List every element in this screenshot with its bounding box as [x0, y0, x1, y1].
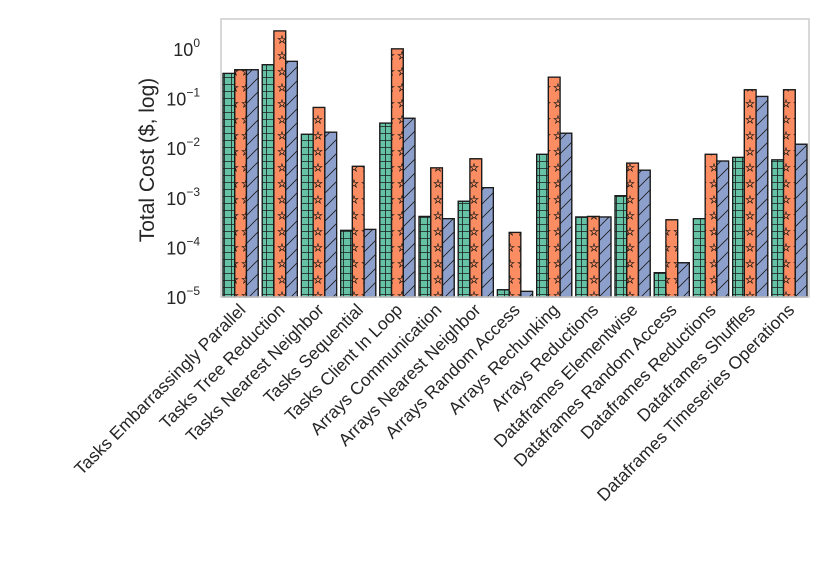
y-tick-exponent: −2: [186, 135, 200, 149]
bar-hatch-series-1-9: [575, 216, 589, 298]
bar-hatch-series-3-0: [245, 69, 259, 298]
bar-hatch-series-1-13: [731, 156, 745, 298]
x-tick-label: Tasks Embarrassingly Parallel: [70, 300, 249, 479]
bar-hatch-series-3-6: [481, 187, 495, 298]
bar-hatch-series-2-10: [626, 162, 640, 298]
bar-hatch-series-2-0: [234, 69, 248, 298]
bar-hatch-series-1-2: [300, 133, 314, 298]
bar-hatch-series-1-5: [418, 215, 432, 298]
y-tick-exponent: −3: [186, 185, 200, 199]
bars-layer: [222, 30, 808, 298]
bar-hatch-series-3-9: [598, 216, 612, 298]
y-tick-base: 10: [166, 238, 186, 258]
bar-hatch-series-3-1: [285, 60, 299, 298]
y-axis-label: Total Cost ($, log): [136, 78, 159, 243]
bar-hatch-series-1-4: [379, 122, 393, 298]
bar-hatch-series-2-5: [430, 167, 444, 298]
bar-hatch-series-1-12: [692, 218, 706, 298]
y-tick-exponent: −4: [186, 234, 200, 248]
bar-hatch-series-3-4: [402, 117, 416, 298]
y-tick-exponent: −1: [186, 86, 200, 100]
y-tick-label: 10−4: [166, 234, 200, 258]
bar-hatch-series-2-14: [782, 89, 796, 298]
bar-hatch-series-3-11: [677, 262, 690, 298]
bar-hatch-series-2-9: [586, 215, 600, 298]
bar-hatch-series-2-12: [704, 153, 718, 298]
y-tick-exponent: −5: [186, 284, 200, 298]
bar-hatch-series-1-10: [614, 195, 628, 298]
y-tick-base: 10: [166, 90, 186, 110]
bar-hatch-series-1-6: [457, 200, 471, 298]
bar-hatch-series-2-4: [390, 48, 404, 298]
y-tick-base: 10: [166, 288, 186, 308]
bar-hatch-series-2-13: [743, 89, 757, 298]
y-tick-label: 10−1: [166, 86, 200, 110]
bar-hatch-series-1-0: [222, 72, 236, 298]
bar-hatch-series-3-8: [559, 132, 573, 298]
bar-hatch-series-3-12: [716, 160, 730, 298]
bar-hatch-series-2-8: [547, 76, 561, 298]
y-tick-label: 10−3: [166, 185, 200, 209]
bar-hatch-series-2-11: [665, 219, 679, 298]
bar-hatch-series-3-5: [441, 218, 455, 298]
bar-hatch-series-1-1: [261, 64, 275, 298]
bar-hatch-series-3-13: [755, 95, 769, 298]
bar-hatch-series-1-7: [496, 289, 510, 298]
plot-frame: [220, 18, 810, 298]
bar-hatch-series-3-7: [520, 290, 534, 298]
bar-hatch-series-2-7: [508, 231, 522, 298]
y-tick-exponent: 0: [193, 36, 200, 50]
bar-hatch-series-3-14: [794, 143, 808, 298]
bar-hatch-series-1-8: [535, 153, 549, 298]
bar-hatch-series-2-3: [351, 165, 365, 298]
bar-hatch-series-2-6: [469, 158, 483, 298]
bar-hatch-series-3-3: [363, 228, 377, 298]
bar-hatch-series-3-2: [324, 131, 338, 298]
bar-hatch-series-2-1: [273, 30, 287, 298]
bar-hatch-series-1-11: [653, 272, 667, 298]
bar-hatch-series-2-2: [312, 106, 326, 298]
y-tick-label: 10−2: [166, 135, 200, 159]
y-tick-base: 10: [173, 40, 193, 60]
bar-hatch-series-1-14: [771, 159, 785, 298]
bar-hatch-series-3-10: [637, 169, 651, 298]
y-tick-base: 10: [166, 139, 186, 159]
bar-hatch-series-1-3: [340, 229, 353, 298]
y-tick-label: 100: [173, 36, 200, 60]
y-tick-label: 10−5: [166, 284, 200, 308]
y-tick-base: 10: [166, 189, 186, 209]
